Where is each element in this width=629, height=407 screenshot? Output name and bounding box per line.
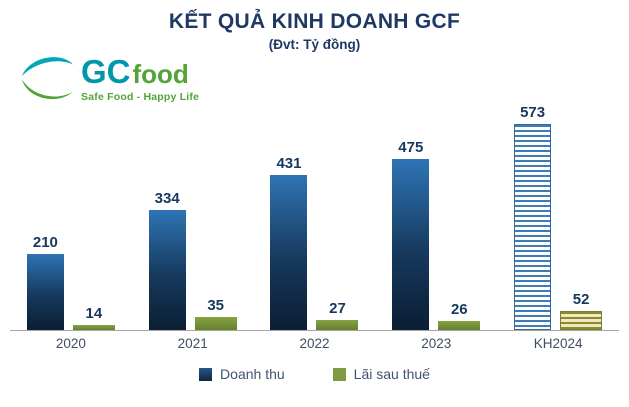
logo-food-text: food <box>132 59 189 89</box>
bar-lai-sau-thue <box>560 311 603 330</box>
logo-gc-text: GC <box>81 53 131 90</box>
bar-value-label: 210 <box>32 234 58 251</box>
legend-label: Lãi sau thuế <box>353 366 430 382</box>
bar-value-label: 475 <box>398 139 424 156</box>
bar-column: 573 <box>514 104 552 330</box>
legend-swatch <box>199 367 213 381</box>
bar-column: 334 <box>148 190 186 330</box>
bar-column: 14 <box>72 305 115 330</box>
bar-doanh-thu <box>148 210 186 330</box>
bar-group: 475 26 <box>375 139 497 330</box>
bar-value-label: 27 <box>329 300 346 317</box>
gcfood-logo-icon <box>21 57 74 100</box>
bar-lai-sau-thue <box>316 320 359 330</box>
chart-title: KẾT QUẢ KINH DOANH GCF <box>168 10 461 33</box>
bar-group: 210 14 <box>10 234 132 330</box>
x-axis-label: 2020 <box>55 336 86 351</box>
bar-lai-sau-thue <box>438 321 481 330</box>
bar-value-label: 334 <box>154 190 180 207</box>
bar-column: 26 <box>438 301 481 330</box>
bar-column: 27 <box>316 300 359 330</box>
gcfood-wordmark: GC food <box>81 55 199 88</box>
bar-value-label: 26 <box>450 301 468 318</box>
bar-value-label: 35 <box>207 297 225 314</box>
bar-doanh-thu <box>514 124 552 330</box>
bar-group: 431 27 <box>254 155 376 330</box>
bar-lai-sau-thue <box>194 317 237 330</box>
bar-doanh-thu <box>270 175 308 330</box>
x-axis-label: KH2024 <box>533 336 583 351</box>
x-axis-label: 2021 <box>177 336 208 351</box>
bar-value-label: 573 <box>520 104 546 121</box>
bar-column: 475 <box>392 139 430 330</box>
bar-value-label: 52 <box>572 291 590 308</box>
legend-item: Lãi sau thuế <box>332 366 430 382</box>
bar-value-label: 431 <box>276 155 302 172</box>
bar-column: 35 <box>194 297 237 330</box>
bar-doanh-thu <box>392 159 430 330</box>
x-axis-label: 2022 <box>299 336 330 351</box>
gcfood-logo-text: GC food Safe Food - Happy Life <box>81 55 199 103</box>
logo-tagline: Safe Food - Happy Life <box>81 91 200 103</box>
legend-label: Doanh thu <box>220 366 285 382</box>
bar-column: 210 <box>26 234 64 330</box>
legend-swatch <box>332 367 346 381</box>
bar-group: 334 35 <box>132 190 254 330</box>
x-axis-labels: 2020 2021 2022 2023 KH2024 <box>10 336 619 351</box>
bar-column: 52 <box>560 291 603 330</box>
chart-subtitle: (Đvt: Tỷ đồng) <box>268 37 361 52</box>
bar-column: 431 <box>270 155 308 330</box>
bar-group: 573 52 <box>497 104 619 330</box>
bar-lai-sau-thue <box>72 325 115 330</box>
legend-item: Doanh thu <box>199 366 285 382</box>
gcfood-logo: GC food Safe Food - Happy Life <box>18 50 199 108</box>
chart-legend: Doanh thu Lãi sau thuế <box>0 366 629 382</box>
x-axis-label: 2023 <box>421 336 452 351</box>
bar-value-label: 14 <box>85 305 103 322</box>
bar-plot-area: 210 14 334 35 431 27 475 26 573 52 <box>10 78 619 331</box>
bar-doanh-thu <box>26 254 64 330</box>
